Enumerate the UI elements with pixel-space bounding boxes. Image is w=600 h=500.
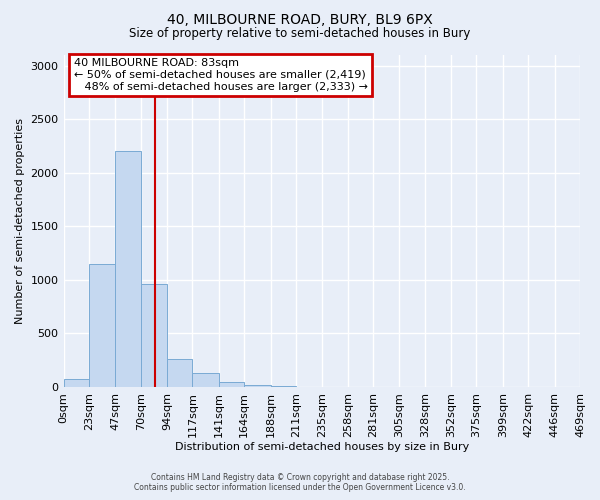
Text: Size of property relative to semi-detached houses in Bury: Size of property relative to semi-detach… bbox=[130, 28, 470, 40]
Bar bbox=[89, 264, 115, 387]
Bar bbox=[219, 382, 244, 387]
Text: 40, MILBOURNE ROAD, BURY, BL9 6PX: 40, MILBOURNE ROAD, BURY, BL9 6PX bbox=[167, 12, 433, 26]
Bar bbox=[140, 284, 167, 387]
Bar bbox=[167, 358, 193, 387]
Bar bbox=[193, 373, 219, 387]
Y-axis label: Number of semi-detached properties: Number of semi-detached properties bbox=[15, 118, 25, 324]
Bar bbox=[244, 385, 271, 387]
Bar bbox=[64, 379, 89, 387]
Text: 40 MILBOURNE ROAD: 83sqm
← 50% of semi-detached houses are smaller (2,419)
   48: 40 MILBOURNE ROAD: 83sqm ← 50% of semi-d… bbox=[74, 58, 368, 92]
Bar bbox=[271, 386, 296, 387]
Bar bbox=[115, 152, 140, 387]
X-axis label: Distribution of semi-detached houses by size in Bury: Distribution of semi-detached houses by … bbox=[175, 442, 469, 452]
Text: Contains HM Land Registry data © Crown copyright and database right 2025.
Contai: Contains HM Land Registry data © Crown c… bbox=[134, 473, 466, 492]
